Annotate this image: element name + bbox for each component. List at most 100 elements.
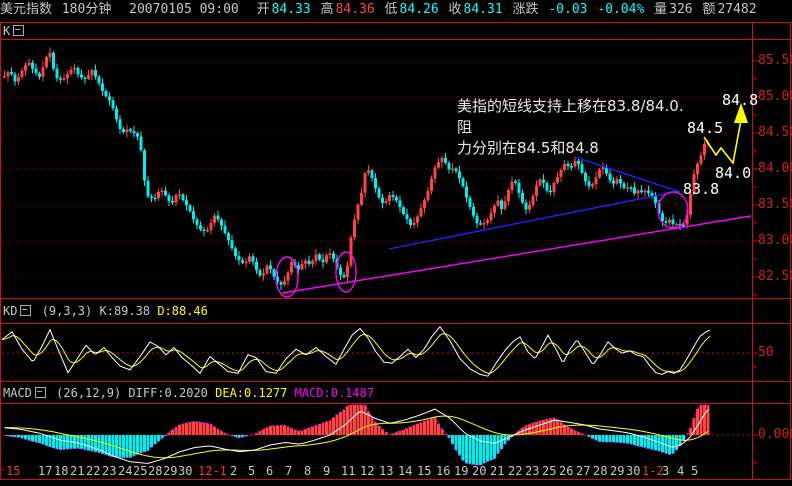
time-axis-label: 26	[559, 464, 574, 478]
candle-body	[143, 150, 146, 181]
candle-body	[612, 180, 615, 184]
macd-histogram-bar	[566, 427, 570, 435]
macd-histogram-bar	[374, 422, 377, 435]
candle-body	[90, 69, 94, 76]
candle-body	[199, 225, 202, 230]
macd-histogram-bar	[132, 435, 136, 456]
time-axis-label: 29	[610, 464, 625, 478]
candle-body	[104, 90, 108, 97]
macd-histogram-bar	[647, 435, 650, 449]
macd-histogram-bar	[437, 423, 440, 435]
candle-body	[349, 237, 353, 266]
macd-histogram-bar	[675, 435, 678, 450]
time-axis-label: 22	[508, 464, 523, 478]
time-axis-label: 28	[593, 464, 608, 478]
candle-body	[202, 229, 206, 231]
macd-histogram-bar	[360, 405, 363, 435]
time-axis-label: 30	[626, 464, 641, 478]
candle-body	[468, 197, 472, 207]
candle-body	[601, 166, 605, 170]
macd-histogram-bar	[626, 435, 629, 444]
collapse-icon[interactable]	[13, 25, 25, 36]
time-axis-label: 6	[266, 464, 274, 478]
macd-histogram-bar	[605, 435, 608, 443]
candle-body	[402, 207, 405, 215]
candle-body	[185, 200, 188, 206]
candle-body	[500, 200, 503, 209]
candle-body	[153, 197, 157, 200]
macd-histogram-bar	[192, 421, 195, 435]
candle-body	[136, 133, 139, 137]
collapse-icon[interactable]	[34, 387, 46, 398]
macd-histogram-bar	[416, 423, 419, 435]
macd-histogram-bar	[398, 431, 402, 435]
macd-histogram-bar	[377, 425, 381, 435]
datetime-label: 20070105 09:00	[129, 2, 239, 17]
candle-body	[346, 265, 349, 278]
candle-body	[115, 108, 118, 120]
macd-histogram-bar	[125, 435, 129, 458]
macd-histogram-bar	[13, 435, 17, 438]
candle-body	[129, 129, 132, 132]
macd-histogram-bar	[265, 427, 269, 435]
time-axis-label: 7	[285, 464, 293, 478]
time-axis-label: 13	[379, 464, 394, 478]
candle-body	[27, 62, 31, 66]
macd-histogram-bar	[650, 435, 654, 450]
macd-histogram-bar	[31, 435, 34, 442]
candle-body	[241, 260, 244, 263]
macd-params: (26,12,9)	[56, 386, 122, 400]
low-label: 低	[384, 2, 398, 17]
candle-body	[622, 183, 626, 188]
time-axis-label: 21	[70, 464, 85, 478]
candle-body	[433, 167, 437, 179]
candle-body	[482, 223, 486, 225]
candle-body	[549, 190, 552, 193]
time-axis-label: 9	[323, 464, 331, 478]
macd-histogram-bar	[601, 435, 605, 442]
candle-body	[570, 166, 573, 168]
macd-histogram-bar	[682, 435, 685, 442]
candle-body	[34, 68, 38, 74]
candle-body	[10, 72, 13, 75]
time-axis-label: 29	[163, 464, 178, 478]
candle-body	[125, 129, 129, 133]
candle-body	[458, 171, 461, 179]
macd-histogram-bar	[52, 435, 55, 449]
candle-body	[419, 208, 423, 217]
macd-histogram-bar	[689, 428, 692, 435]
candle-body	[559, 169, 563, 177]
candle-body	[220, 219, 223, 226]
candle-body	[629, 187, 633, 189]
macd-histogram-bar	[671, 435, 675, 454]
candle-body	[80, 74, 83, 78]
macd-histogram-bar	[325, 421, 328, 435]
price-callout-label: 84.8	[722, 91, 759, 109]
candle-body	[195, 219, 199, 226]
macd-histogram-bar	[188, 422, 192, 435]
macd-histogram-bar	[157, 435, 160, 442]
candle-body	[370, 170, 374, 179]
macd-histogram-bar	[423, 421, 426, 435]
candle-body	[528, 204, 531, 210]
candle-body	[517, 182, 521, 193]
candle-body	[230, 240, 234, 249]
macd-histogram-bar	[223, 433, 227, 435]
candle-body	[20, 70, 24, 78]
collapse-icon[interactable]	[20, 305, 32, 316]
candle-body	[591, 184, 594, 187]
candle-body	[360, 192, 363, 205]
macd-histogram-bar	[479, 435, 482, 466]
close-label: 收	[448, 2, 462, 17]
time-axis-label: 23	[525, 464, 540, 478]
annotation-line-1: 美指的短线支持上移在83.8/84.0.阻	[457, 97, 684, 136]
macd-histogram-bar	[290, 428, 293, 435]
macd-histogram-bar	[332, 417, 335, 435]
candle-body	[332, 253, 335, 259]
macd-histogram-bar	[454, 435, 458, 451]
open-label: 开	[256, 2, 270, 17]
candle-body	[13, 74, 17, 82]
macd-histogram-bar	[87, 435, 90, 451]
candle-body	[48, 52, 52, 57]
